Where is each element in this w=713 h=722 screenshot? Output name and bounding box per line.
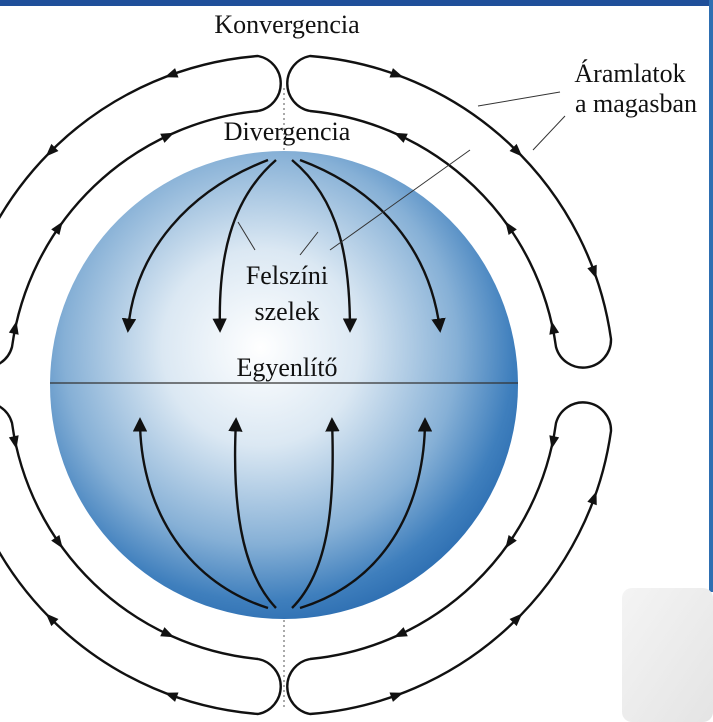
label-surface: szelek (255, 297, 320, 326)
top-bar (0, 0, 713, 6)
label-upper-air: Áramlatok (574, 59, 685, 88)
right-bar (709, 0, 713, 592)
label-upper-air: a magasban (575, 89, 697, 118)
diagram: Konvergencia Divergencia Áramlatok a mag… (0, 0, 713, 722)
corner-panel (622, 588, 713, 722)
label-equator: Egyenlítő (236, 353, 337, 382)
label-surface: Felszíni (246, 261, 328, 290)
label-divergence: Divergencia (224, 117, 351, 146)
label-convergence: Konvergencia (214, 10, 360, 39)
globe (50, 151, 518, 619)
